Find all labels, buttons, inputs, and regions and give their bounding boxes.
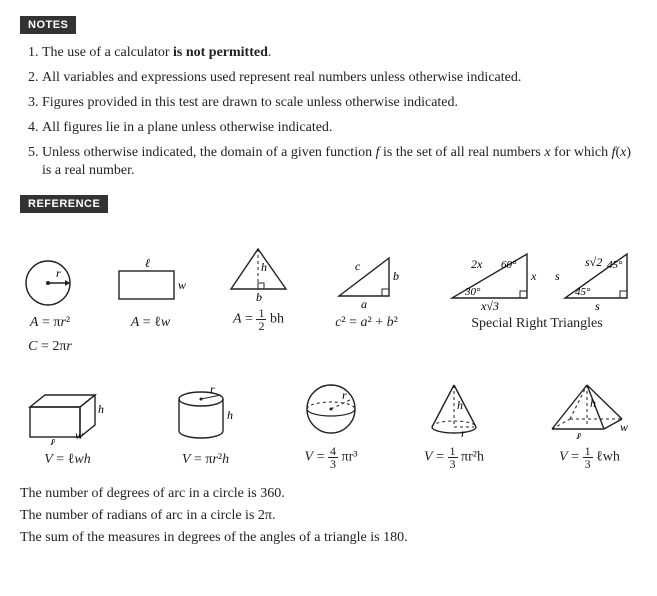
srt-label: Special Right Triangles (471, 316, 602, 332)
ref-circle: r A = πr² C = 2πr (20, 253, 80, 356)
reference-label: REFERENCE (20, 195, 108, 213)
ref-sphere: r V = 43 πr³ (296, 379, 366, 470)
svg-text:ℓ: ℓ (576, 430, 581, 439)
svg-text:2x: 2x (471, 257, 483, 271)
svg-text:r: r (210, 385, 215, 396)
svg-text:b: b (393, 269, 399, 283)
svg-text:r: r (342, 388, 347, 402)
svg-text:x√3: x√3 (480, 299, 499, 310)
ref-box: h w ℓ V = ℓwh (20, 385, 115, 469)
ref-cylinder: r h V = πr²h (166, 385, 246, 469)
pyramid-diagram: h w ℓ (542, 379, 637, 439)
ref-pyramid: h w ℓ V = 13 ℓwh (542, 379, 637, 470)
circle-diagram: r (20, 253, 80, 308)
svg-text:w: w (178, 278, 186, 292)
ref-special-right-triangles: 2x x x√3 60° 30° s s s√2 45° 45° Special… (437, 246, 637, 356)
svg-text:a: a (361, 297, 367, 308)
svg-text:c: c (355, 259, 361, 273)
cone-diagram: h r (417, 379, 492, 439)
svg-text:ℓ: ℓ (50, 436, 55, 445)
circle-circ-formula: C = 2πr (28, 338, 72, 356)
svg-text:h: h (98, 402, 104, 416)
reference-row-2: h w ℓ V = ℓwh r h V = πr²h r (20, 379, 637, 470)
fact-line: The number of radians of arc in a circle… (20, 508, 637, 524)
svg-text:w: w (620, 420, 628, 434)
svg-text:h: h (227, 408, 233, 422)
circle-area-formula: A = πr² (30, 314, 70, 332)
svg-text:s: s (595, 299, 600, 310)
rectangle-formula: A = ℓw (131, 314, 171, 332)
ref-rectangle: ℓ w A = ℓw . (111, 253, 191, 356)
triangle-formula: A = 12 bh (233, 307, 284, 332)
box-formula: V = ℓwh (44, 451, 91, 469)
note-item: All variables and expressions used repre… (42, 69, 637, 88)
svg-text:ℓ: ℓ (145, 256, 150, 270)
triangle-diagram: h b (221, 241, 296, 301)
reference-facts: The number of degrees of arc in a circle… (20, 486, 637, 546)
sphere-diagram: r (296, 379, 366, 439)
cylinder-diagram: r h (166, 385, 246, 445)
pythagorean-formula: c² = a² + b² (335, 314, 398, 332)
svg-text:r: r (461, 426, 466, 439)
svg-text:45°: 45° (575, 286, 591, 298)
svg-text:h: h (457, 398, 463, 412)
ref-right-triangle: c b a c² = a² + b² . (327, 248, 407, 356)
note-item: The use of a calculator is not permitted… (42, 44, 637, 63)
svg-text:h: h (261, 260, 267, 274)
svg-text:s: s (555, 269, 560, 283)
reference-row-1: r A = πr² C = 2πr ℓ w A = ℓw . h b A = 1… (20, 241, 637, 356)
svg-text:w: w (75, 428, 83, 442)
ref-triangle: h b A = 12 bh . (221, 241, 296, 356)
svg-text:s√2: s√2 (585, 255, 602, 269)
svg-text:30°: 30° (464, 286, 481, 298)
box-diagram: h w ℓ (20, 385, 115, 445)
pyramid-formula: V = 13 ℓwh (559, 445, 620, 470)
svg-text:60°: 60° (501, 259, 517, 271)
svg-text:h: h (590, 396, 596, 410)
sphere-formula: V = 43 πr³ (305, 445, 358, 470)
ref-cone: h r V = 13 πr²h (417, 379, 492, 470)
note-item: Figures provided in this test are drawn … (42, 94, 637, 113)
srt-diagram: 2x x x√3 60° 30° s s s√2 45° 45° (437, 246, 637, 310)
cone-formula: V = 13 πr²h (424, 445, 484, 470)
notes-label: NOTES (20, 16, 76, 34)
note-item: All figures lie in a plane unless otherw… (42, 119, 637, 138)
svg-text:45°: 45° (607, 259, 623, 271)
cylinder-formula: V = πr²h (182, 451, 229, 469)
note-item: Unless otherwise indicated, the domain o… (42, 144, 637, 182)
fact-line: The sum of the measures in degrees of th… (20, 530, 637, 546)
svg-text:x: x (530, 269, 537, 283)
notes-list: The use of a calculator is not permitted… (20, 44, 637, 181)
fact-line: The number of degrees of arc in a circle… (20, 486, 637, 502)
rectangle-diagram: ℓ w (111, 253, 191, 308)
right-triangle-diagram: c b a (327, 248, 407, 308)
svg-text:b: b (256, 290, 262, 301)
svg-text:r: r (56, 266, 61, 280)
